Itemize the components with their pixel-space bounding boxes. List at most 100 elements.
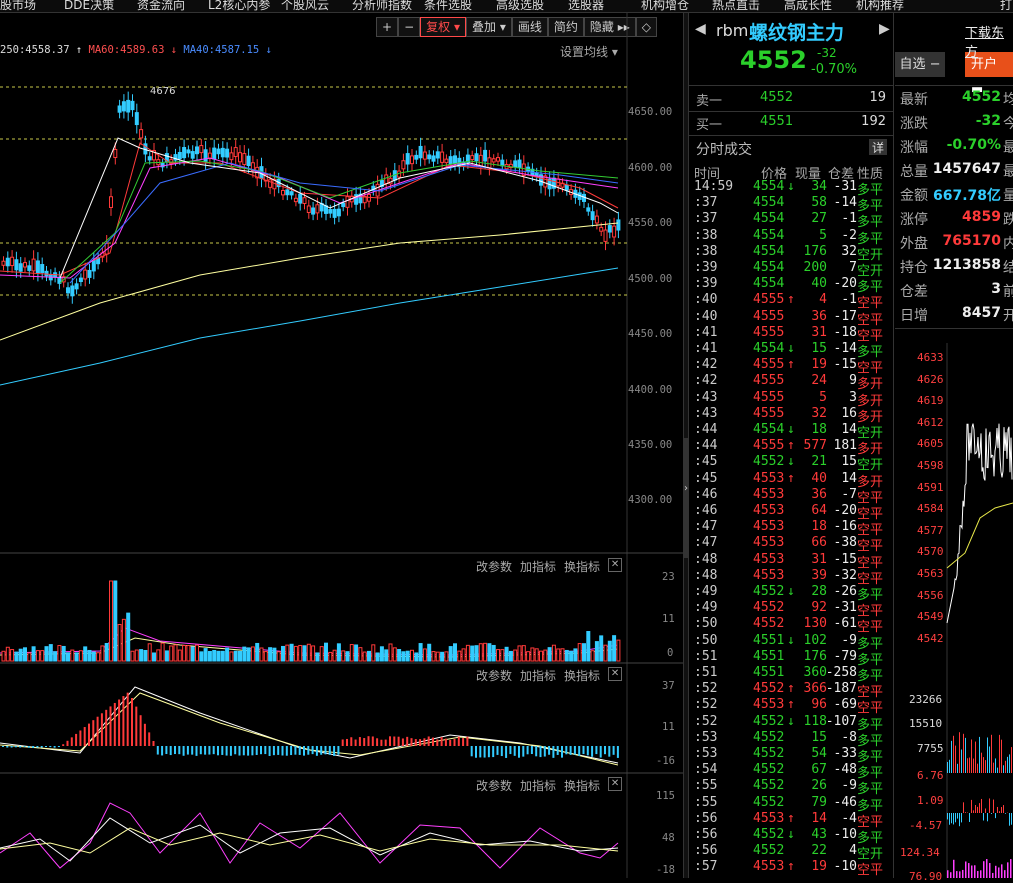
tick-volume: 577 bbox=[804, 438, 827, 453]
tick-price: 4553 bbox=[753, 552, 784, 567]
tick-volume: 92 bbox=[811, 600, 827, 615]
mini-volume-bar bbox=[961, 750, 962, 773]
volume-bar bbox=[153, 653, 156, 661]
change-params-button[interactable]: 改参数 bbox=[476, 667, 512, 684]
download-link[interactable]: 下载东方 bbox=[965, 22, 1013, 60]
chevron-right-icon[interactable]: › bbox=[684, 483, 688, 494]
candle-body bbox=[183, 148, 186, 158]
menu-item-dde[interactable]: DDE决策 bbox=[64, 0, 114, 13]
volume-bar bbox=[613, 636, 616, 661]
menu-item-institution-add[interactable]: 机构增仓 bbox=[641, 0, 689, 13]
candle-body bbox=[337, 209, 340, 216]
tick-oi-change: -16 bbox=[834, 519, 857, 534]
tick-oi-change: -9 bbox=[841, 633, 857, 648]
change-params-button[interactable]: 改参数 bbox=[476, 777, 512, 794]
tick-price: 4554 bbox=[753, 211, 784, 226]
add-indicator-button[interactable]: 加指标 bbox=[520, 667, 556, 684]
macd-bar bbox=[617, 746, 619, 758]
volume-bar bbox=[385, 650, 388, 661]
candle-body bbox=[346, 197, 349, 208]
volume-bar bbox=[505, 647, 508, 661]
menu-item-advanced-select[interactable]: 高级选股 bbox=[496, 0, 544, 13]
volume-bar bbox=[264, 652, 267, 661]
menu-item-growth[interactable]: 高成长性 bbox=[784, 0, 832, 13]
stat-row: 涨幅-0.70%最 bbox=[900, 135, 1013, 159]
tick-time: :51 bbox=[694, 665, 717, 680]
mini-volume-bar bbox=[989, 746, 990, 773]
mini-indicator-bar bbox=[974, 865, 976, 878]
macd-bar bbox=[178, 746, 180, 754]
volume-bar bbox=[514, 650, 517, 661]
macd-bar bbox=[148, 732, 150, 746]
change-params-button[interactable]: 改参数 bbox=[476, 558, 512, 575]
menu-item-condition-select[interactable]: 条件选股 bbox=[424, 0, 472, 13]
prev-instrument-icon[interactable]: ◀ bbox=[695, 21, 706, 37]
menu-item-fund-flow[interactable]: 资金流向 bbox=[137, 0, 185, 13]
volume-bar bbox=[604, 645, 607, 661]
instrument-code: rbm bbox=[716, 21, 748, 40]
mini-macd-bar bbox=[993, 800, 994, 813]
tick-time: :48 bbox=[694, 552, 717, 567]
macd-bar bbox=[62, 744, 64, 746]
add-indicator-button[interactable]: 加指标 bbox=[520, 558, 556, 575]
close-icon[interactable]: ✕ bbox=[608, 667, 622, 681]
switch-indicator-button[interactable]: 换指标 bbox=[564, 667, 600, 684]
macd-bar bbox=[346, 739, 348, 746]
tick-price: 4553 bbox=[753, 811, 784, 826]
menu-item-stock-market[interactable]: 股市场 bbox=[0, 0, 36, 13]
tick-oi-change: -15 bbox=[834, 357, 857, 372]
volume-bar bbox=[380, 647, 383, 661]
menu-item-more[interactable]: 打 bbox=[1000, 0, 1012, 13]
instrument-name: 螺纹钢主力 bbox=[749, 18, 844, 45]
stat-label: 涨幅 bbox=[900, 137, 928, 157]
volume-bar bbox=[101, 646, 104, 661]
candle-body bbox=[428, 155, 431, 159]
menu-item-l2[interactable]: L2核心内参 bbox=[208, 0, 270, 13]
mini-macd-bar bbox=[973, 810, 974, 813]
close-icon[interactable]: ✕ bbox=[608, 558, 622, 572]
detail-button[interactable]: 详 bbox=[869, 139, 887, 155]
macd-bar bbox=[36, 746, 38, 748]
macd-bar bbox=[2, 746, 4, 747]
kdj-tick: 48 bbox=[662, 832, 675, 844]
menu-item-stock-news[interactable]: 个股风云 bbox=[281, 0, 329, 13]
menu-item-hotspot[interactable]: 热点直击 bbox=[712, 0, 760, 13]
add-indicator-button[interactable]: 加指标 bbox=[520, 777, 556, 794]
tick-volume: 176 bbox=[804, 244, 827, 259]
macd-bar bbox=[230, 746, 232, 756]
divider bbox=[895, 328, 1013, 329]
watchlist-button[interactable]: 自选 − bbox=[895, 52, 945, 77]
macd-bar bbox=[333, 746, 335, 756]
candle-body bbox=[475, 154, 478, 161]
volume-bar bbox=[608, 641, 611, 661]
candle-body bbox=[415, 155, 418, 159]
macd-bar bbox=[157, 746, 159, 755]
stat-tail: 均 bbox=[1003, 89, 1013, 109]
volume-bar bbox=[67, 653, 70, 661]
menu-item-selector[interactable]: 选股器 bbox=[568, 0, 604, 13]
macd-bar bbox=[114, 703, 116, 746]
tick-volume: 40 bbox=[811, 276, 827, 291]
menu-item-institution-recommend[interactable]: 机构推荐 bbox=[856, 0, 904, 13]
stat-tail: 开 bbox=[1003, 305, 1013, 325]
tick-time: :53 bbox=[694, 730, 717, 745]
macd-bar bbox=[325, 746, 327, 754]
switch-indicator-button[interactable]: 换指标 bbox=[564, 777, 600, 794]
close-icon[interactable]: ✕ bbox=[608, 777, 622, 791]
macd-bar bbox=[49, 746, 51, 747]
tick-volume: 19 bbox=[811, 859, 827, 874]
mini-macd-bar bbox=[979, 803, 980, 813]
candle-body bbox=[213, 148, 216, 159]
mini-macd-bar bbox=[947, 813, 948, 819]
switch-indicator-button[interactable]: 换指标 bbox=[564, 558, 600, 575]
next-instrument-icon[interactable]: ▶ bbox=[879, 21, 890, 37]
sell1-volume: 19 bbox=[869, 90, 886, 105]
menu-item-analyst[interactable]: 分析师指数 bbox=[352, 0, 412, 13]
tick-time: :47 bbox=[694, 519, 717, 534]
volume-bar bbox=[484, 643, 487, 661]
